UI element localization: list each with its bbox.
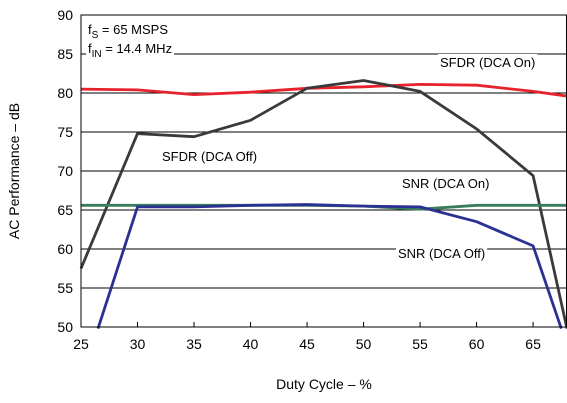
y-axis-title: AC Performance – dB: [6, 103, 22, 239]
series-line-1: [79, 79, 567, 329]
y-tick-label: 85: [57, 46, 73, 62]
x-tick-label: 25: [73, 336, 89, 352]
condition-bg-0: [86, 22, 171, 41]
y-tick-labels: 50 55 60 65 70 75 80 85 90: [57, 7, 73, 335]
y-tick-label: 80: [57, 85, 73, 101]
series-lines: [79, 79, 567, 330]
condition-1: fIN = 14.4 MHz: [88, 41, 172, 60]
y-tick-label: 90: [57, 7, 73, 23]
annotation-1: SFDR (DCA Off): [162, 149, 257, 164]
y-tick-label: 65: [57, 202, 73, 218]
y-tick-label: 50: [57, 319, 73, 335]
x-tick-label: 60: [469, 336, 485, 352]
annotation-2: SNR (DCA On): [402, 176, 489, 191]
x-tick-label: 35: [186, 336, 202, 352]
annotation-bg-0: [438, 54, 538, 71]
x-tick-labels: 25 30 35 40 45 50 55 60 65: [73, 336, 541, 352]
x-tick-label: 45: [299, 336, 315, 352]
annotation-0: SFDR (DCA On): [440, 55, 535, 70]
annotation-bg-1: [160, 148, 260, 165]
series-line-0: [80, 83, 567, 98]
y-tick-label: 55: [57, 280, 73, 296]
annotation-3: SNR (DCA Off): [398, 246, 485, 261]
condition-0: fS = 65 MSPS: [88, 22, 168, 41]
x-axis-title: Duty Cycle – %: [276, 376, 372, 392]
y-tick-label: 60: [57, 241, 73, 257]
annotation-bg-3: [396, 245, 488, 262]
condition-bg-1: [86, 41, 175, 60]
series-line-3: [96, 203, 563, 330]
x-tick-label: 50: [356, 336, 372, 352]
x-tick-label: 30: [130, 336, 146, 352]
y-tick-label: 70: [57, 163, 73, 179]
series-annotations: SFDR (DCA On) SFDR (DCA Off) SNR (DCA On) S…: [160, 54, 538, 262]
x-tick-label: 55: [412, 336, 428, 352]
x-tick-label: 40: [243, 336, 259, 352]
x-tick-label: 65: [525, 336, 541, 352]
y-tick-label: 75: [57, 124, 73, 140]
annotation-bg-2: [400, 175, 492, 192]
